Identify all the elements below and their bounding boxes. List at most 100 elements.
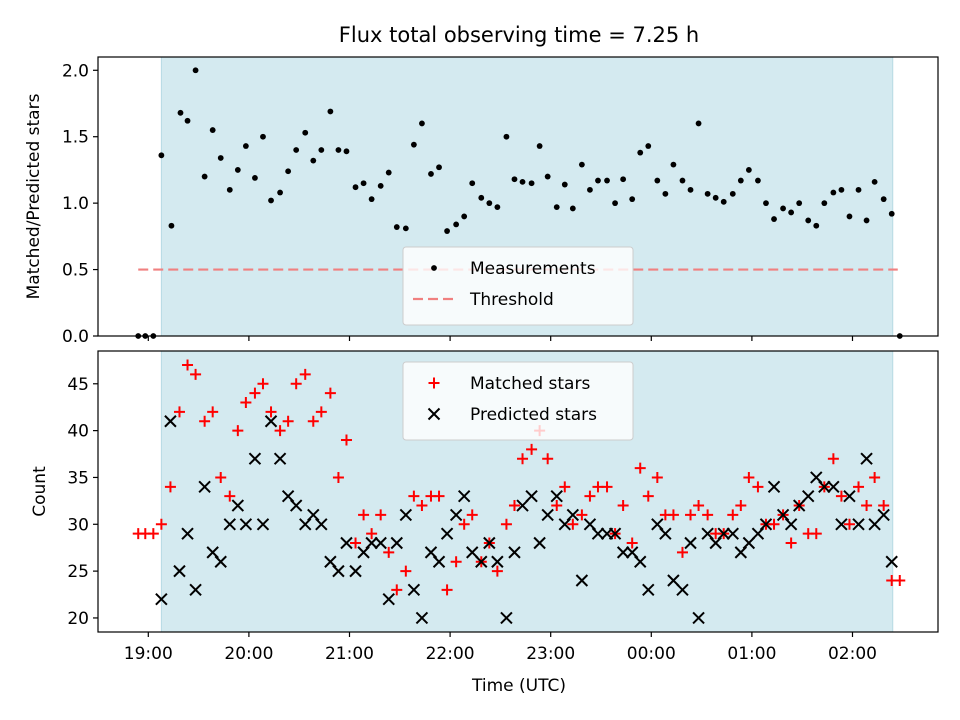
- data-point: [302, 129, 309, 136]
- data-point: [168, 222, 175, 229]
- data-point: [207, 406, 219, 418]
- legend-box: [402, 246, 634, 326]
- data-point: [717, 527, 730, 540]
- data-point: [340, 434, 352, 446]
- data-point: [720, 198, 727, 205]
- data-point: [752, 481, 764, 493]
- data-point: [788, 209, 795, 216]
- data-point: [260, 133, 266, 140]
- data-point: [591, 527, 605, 540]
- data-point: [491, 555, 504, 568]
- data-point: [852, 518, 865, 531]
- data-point: [282, 415, 294, 427]
- data-point: [268, 197, 274, 204]
- y-tick-label: 1.5: [62, 128, 89, 148]
- data-point: [475, 555, 488, 568]
- data-point: [393, 224, 400, 230]
- chart-title: Flux total observing time = 7.25 h: [339, 23, 699, 47]
- data-point: [382, 593, 395, 606]
- data-point: [410, 141, 417, 148]
- data-point: [853, 481, 865, 493]
- data-point: [315, 406, 327, 418]
- axes-frame: [97, 56, 939, 337]
- data-point: [274, 425, 286, 437]
- data-point: [727, 509, 739, 521]
- data-point: [181, 527, 194, 540]
- data-point: [158, 152, 165, 159]
- data-point: [541, 508, 554, 522]
- x-tick-label: 19:00: [124, 644, 173, 664]
- data-point: [604, 177, 610, 184]
- data-point: [192, 67, 199, 74]
- data-point: [215, 471, 227, 483]
- data-point: [252, 175, 258, 181]
- data-point: [217, 155, 224, 161]
- data-point: [659, 527, 672, 540]
- data-point: [544, 173, 551, 180]
- data-point: [642, 583, 655, 597]
- data-point: [277, 189, 283, 196]
- data-point: [608, 527, 622, 540]
- data-point: [184, 117, 191, 124]
- data-point: [415, 611, 429, 625]
- data-point: [729, 190, 736, 197]
- data-point: [771, 216, 777, 222]
- data-point: [835, 518, 848, 531]
- data-point: [391, 584, 403, 596]
- data-point: [483, 536, 496, 550]
- data-point: [595, 177, 601, 184]
- data-point: [516, 499, 529, 512]
- data-point: [293, 147, 300, 153]
- data-point: [419, 120, 425, 127]
- data-point: [745, 167, 752, 173]
- data-point: [542, 453, 554, 465]
- legend-label: Matched stars: [470, 374, 590, 394]
- data-point: [226, 186, 233, 193]
- data-point: [550, 489, 563, 503]
- data-point: [651, 471, 663, 483]
- x-axis-label: Time (UTC): [471, 676, 566, 696]
- data-point: [407, 583, 421, 597]
- data-point: [177, 109, 184, 116]
- data-point: [601, 481, 613, 493]
- data-point: [209, 127, 216, 133]
- data-point: [869, 471, 881, 483]
- x-tick-label: 00:00: [627, 644, 676, 664]
- data-point: [861, 500, 873, 512]
- data-point: [818, 480, 831, 494]
- legend-box: [402, 361, 634, 441]
- data-point: [432, 555, 446, 568]
- data-point: [428, 171, 434, 177]
- data-point: [676, 546, 688, 558]
- data-point: [712, 194, 719, 201]
- data-point: [214, 555, 227, 568]
- data-point: [299, 368, 311, 380]
- data-point: [827, 480, 840, 494]
- data-point: [327, 108, 334, 115]
- data-point: [466, 509, 478, 521]
- data-point: [759, 518, 773, 531]
- data-point: [289, 499, 303, 512]
- legend-label: Predicted stars: [470, 405, 597, 425]
- legend-marker: [431, 265, 437, 271]
- data-point: [662, 190, 669, 197]
- data-point: [469, 180, 476, 187]
- data-point: [352, 184, 359, 191]
- data-point: [575, 574, 589, 587]
- data-point: [240, 397, 252, 409]
- data-point: [784, 518, 798, 531]
- data-point: [349, 564, 362, 578]
- data-point: [383, 546, 395, 558]
- data-point: [843, 518, 855, 530]
- data-point: [551, 500, 563, 512]
- data-point: [810, 528, 822, 540]
- data-point: [223, 518, 236, 531]
- x-tick-label: 23:00: [526, 644, 575, 664]
- data-point: [821, 200, 828, 207]
- legend-marker: [428, 377, 440, 389]
- data-point: [264, 415, 278, 428]
- data-point: [637, 149, 644, 156]
- data-point: [453, 221, 460, 228]
- y-tick-label: 40: [67, 422, 89, 442]
